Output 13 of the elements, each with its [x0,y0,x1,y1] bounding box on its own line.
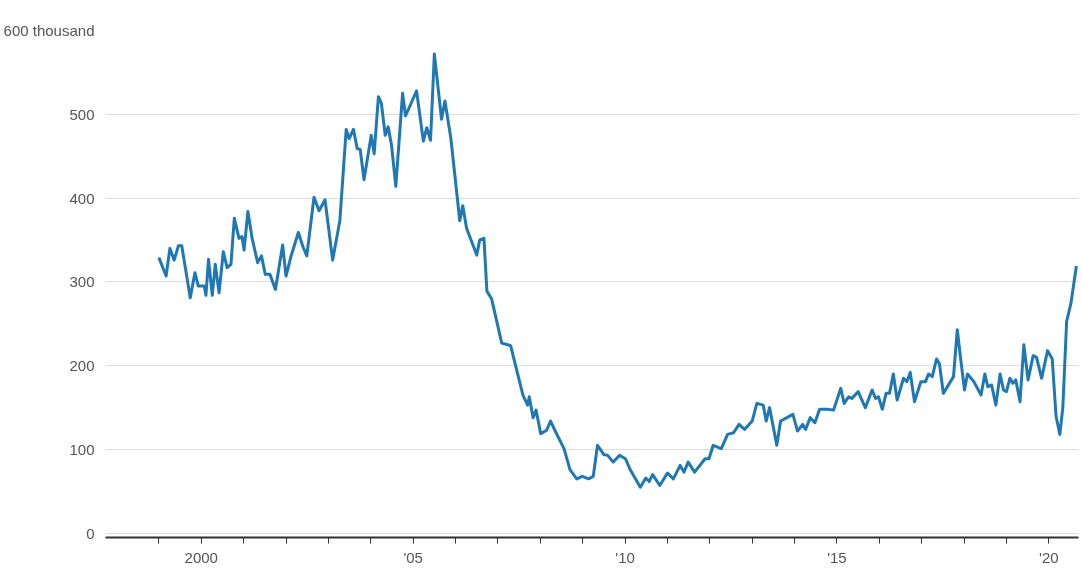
x-tick-label: 2000 [184,548,218,566]
x-tick-label: '05 [403,548,423,566]
y-tick-label: 0 [86,524,95,542]
y-tick-label: 300 [69,273,95,291]
y-tick-label: 100 [69,441,95,459]
line-series [157,52,1078,489]
x-tick-label: '20 [1039,548,1059,566]
y-tick-label: 500 [69,105,95,123]
y-tick-label: 400 [69,189,95,207]
x-tick-label: '15 [827,548,847,566]
x-tick-label: '10 [615,548,635,566]
y-tick-label: 200 [69,357,95,375]
y-tick-label: 600 thousand [3,22,95,39]
